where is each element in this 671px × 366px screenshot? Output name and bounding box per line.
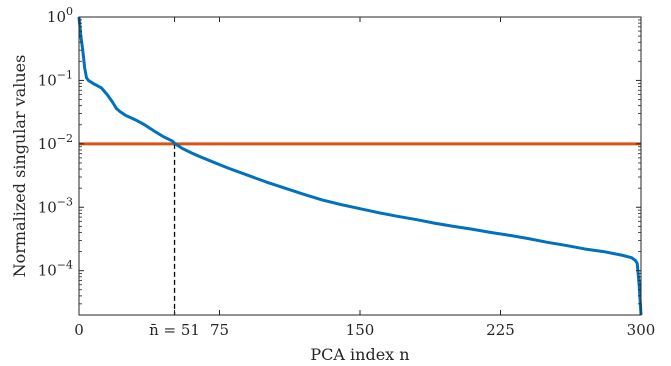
y-tick-label: 10−2 (38, 132, 73, 153)
y-tick-label: 100 (47, 5, 73, 26)
x-tick-label: 225 (486, 321, 515, 339)
x-axis-ticks: 0 n̄ = 51 75 150 225 300 (74, 17, 655, 339)
y-axis-ticks: 100 10−1 10−2 10−3 10−4 (38, 5, 641, 316)
x-tick-label: 300 (627, 321, 656, 339)
x-axis-label: PCA index n (310, 345, 409, 364)
series-line-0 (77, 16, 643, 316)
x-tick-label: n̄ = 51 (149, 321, 200, 339)
x-tick-label: 75 (210, 321, 229, 339)
y-tick-label: 10−4 (38, 259, 73, 280)
y-tick-label: 10−3 (38, 195, 73, 216)
y-tick-label: 10−1 (38, 68, 73, 89)
plot-area (77, 16, 643, 316)
x-tick-label: 150 (346, 321, 375, 339)
x-tick-label: 0 (74, 321, 84, 339)
axes-frame (78, 16, 642, 316)
y-axis-label: Normalized singular values (10, 55, 29, 278)
